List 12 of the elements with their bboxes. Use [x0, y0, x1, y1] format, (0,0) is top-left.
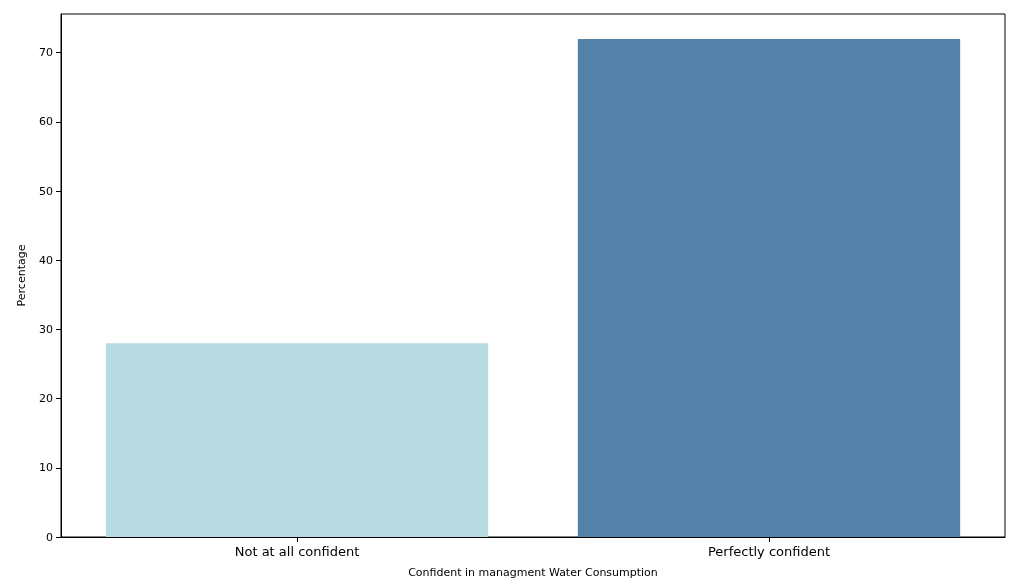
- y-tick-label: 10: [39, 461, 53, 475]
- x-tick-label: Perfectly confident: [707, 544, 831, 559]
- y-tick-label: 30: [39, 322, 53, 336]
- x-axis-title: Confident in managment Water Consumption: [408, 566, 658, 579]
- y-tick-label: 50: [39, 184, 53, 198]
- y-tick-label: 0: [46, 530, 53, 544]
- y-axis-title: Percentage: [15, 244, 28, 307]
- y-tick-label: 60: [39, 115, 53, 129]
- y-tick-label: 40: [39, 253, 53, 267]
- x-tick-label: Not at all confident: [234, 544, 360, 559]
- y-tick-label: 20: [39, 392, 53, 406]
- y-tick-label: 70: [39, 46, 53, 60]
